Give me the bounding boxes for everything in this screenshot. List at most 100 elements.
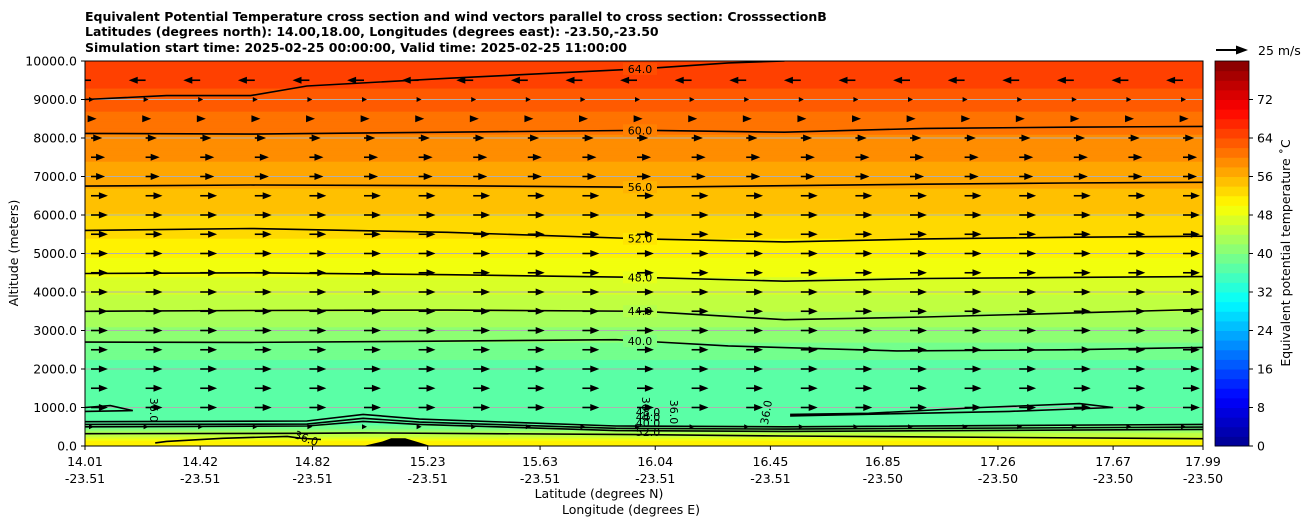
wind-vector [254, 288, 272, 296]
wind-vector [1183, 404, 1200, 411]
wind-vector [1128, 192, 1146, 200]
wind-vector [1019, 327, 1037, 334]
theta-e-band [85, 199, 1203, 203]
wind-vector [143, 97, 149, 102]
wind-vector [635, 97, 640, 102]
theta-e-band [85, 382, 1203, 385]
wind-vector [91, 269, 108, 277]
wind-vector [800, 307, 818, 315]
wind-vector [471, 97, 477, 102]
wind-vector [893, 76, 910, 84]
wind-vector [746, 230, 764, 238]
theta-e-band [85, 243, 1203, 247]
wind-vector [1183, 346, 1200, 354]
wind-vector [364, 288, 381, 296]
wind-vector [473, 153, 488, 161]
wind-vector [1073, 365, 1091, 373]
colorbar-swatch [1215, 311, 1249, 322]
colorbar: 0 8 16 24 32 40 48 56 64 72 [1214, 60, 1273, 454]
wind-vector [910, 250, 927, 257]
colorbar-swatch [1215, 397, 1249, 408]
wind-vector [691, 404, 709, 411]
wind-vector [309, 211, 327, 219]
wind-vector [418, 153, 433, 161]
theta-e-band [85, 370, 1203, 374]
theta-e-band [85, 288, 1203, 291]
theta-e-band [85, 216, 1203, 220]
wind-vectors [85, 76, 1200, 430]
wind-vector [89, 424, 94, 430]
wind-vector [1183, 134, 1195, 142]
wind-vector [1128, 173, 1143, 180]
wind-vector [637, 192, 654, 200]
wind-vector [691, 192, 709, 200]
wind-vector [89, 97, 94, 102]
wind-vector [309, 327, 327, 334]
wind-vector [91, 173, 106, 180]
wind-vector [906, 115, 916, 123]
contour-line [85, 308, 1203, 321]
contour-label: 40.0 [628, 335, 653, 348]
wind-vector [309, 230, 327, 238]
colorbar-swatch [1215, 436, 1249, 447]
wind-vector [800, 327, 818, 334]
x-tick-label-lon: -23.50 [1183, 471, 1223, 486]
wind-vector [798, 97, 804, 102]
colorbar-swatch [1215, 205, 1249, 216]
wind-vector [418, 307, 436, 315]
wind-vector [200, 269, 218, 277]
theta-e-band [85, 355, 1203, 359]
contour-label: 56.0 [628, 181, 653, 194]
theta-e-band [85, 330, 1203, 334]
wind-vector [691, 288, 709, 296]
contour-line [85, 432, 1203, 440]
theta-e-band [85, 378, 1203, 382]
theta-e-band [85, 442, 1203, 445]
colorbar-tick-label: 32 [1257, 285, 1273, 300]
contour-line [85, 125, 1203, 135]
wind-vector [91, 307, 108, 315]
wind-vector [800, 288, 818, 296]
wind-vector [364, 192, 381, 200]
theta-e-band [85, 388, 1203, 391]
theta-e-band [85, 255, 1203, 258]
theta-e-band [85, 147, 1203, 151]
colorbar-swatch [1215, 426, 1249, 437]
wind-vector [145, 230, 163, 238]
wind-vector [309, 134, 321, 142]
terrain [363, 438, 431, 446]
colorbar-swatch [1215, 253, 1249, 264]
x-tick-label-lon: -23.51 [520, 471, 560, 486]
wind-vector [744, 97, 750, 102]
wind-vector [364, 250, 381, 257]
colorbar-tick-label: 16 [1257, 362, 1273, 377]
wind-vector [964, 134, 976, 142]
wind-vector [853, 424, 859, 430]
theta-e-band [85, 322, 1203, 326]
y-tick-label: 4000.0 [33, 285, 77, 300]
wind-vector [620, 76, 637, 84]
theta-e-band [85, 380, 1203, 384]
theta-e-band [85, 74, 1203, 77]
wind-vector [527, 192, 545, 200]
wind-vector [198, 97, 204, 102]
wind-vector [254, 269, 272, 277]
wind-vector [91, 211, 108, 219]
terrain-shape [363, 438, 431, 446]
wind-vector [364, 346, 381, 354]
wind-vector [418, 327, 436, 334]
theta-e-band [85, 349, 1203, 353]
wind-vector [582, 269, 600, 277]
wind-vector [910, 269, 927, 277]
wind-vector [1183, 192, 1200, 200]
theta-e-band [85, 299, 1203, 303]
theta-e-band [85, 284, 1203, 287]
wind-vector [142, 115, 152, 123]
theta-e-band [85, 224, 1203, 228]
theta-e-band [85, 89, 1203, 93]
x-tick-label-lat: 16.04 [637, 454, 673, 469]
y-tick-label: 1000.0 [33, 400, 77, 415]
wind-vector [910, 288, 927, 296]
wind-vector [910, 230, 927, 238]
y-tick-label: 9000.0 [33, 92, 77, 107]
